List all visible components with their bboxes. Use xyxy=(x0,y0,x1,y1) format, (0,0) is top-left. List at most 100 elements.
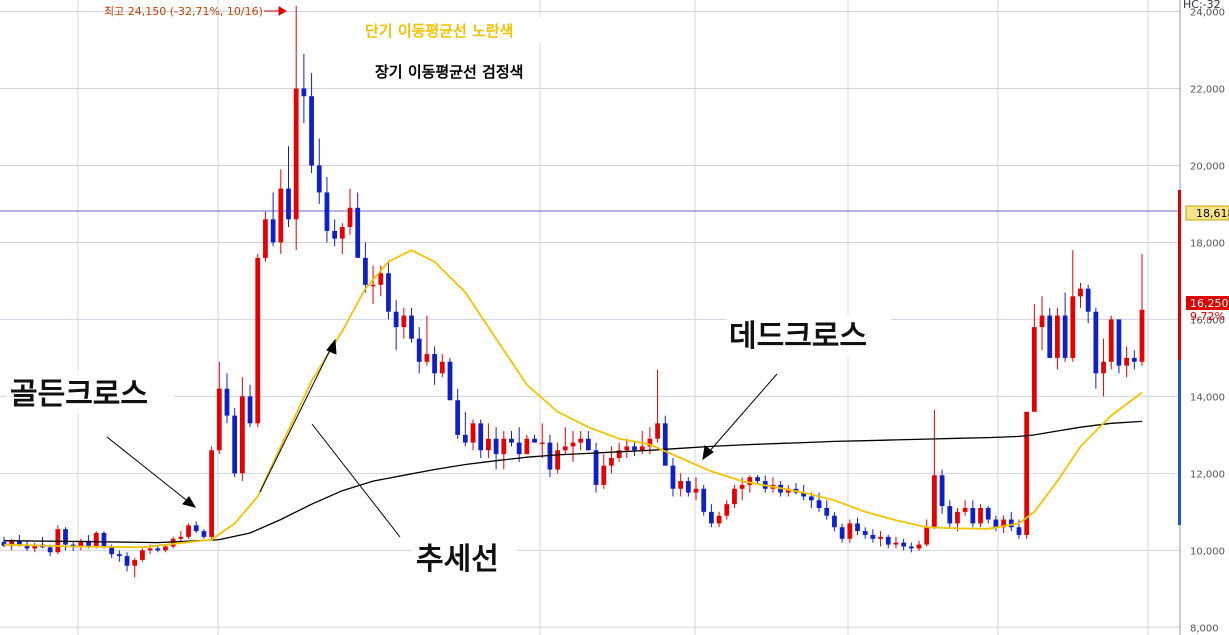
candle[interactable] xyxy=(693,477,699,501)
candle[interactable] xyxy=(793,482,799,495)
candle[interactable] xyxy=(124,552,130,572)
candle[interactable] xyxy=(609,446,614,474)
candle[interactable] xyxy=(847,519,853,543)
candle[interactable] xyxy=(1,536,7,548)
candle[interactable] xyxy=(601,454,607,489)
candle[interactable] xyxy=(562,427,568,455)
candle[interactable] xyxy=(901,538,907,551)
candle[interactable] xyxy=(932,409,937,530)
candle[interactable] xyxy=(40,536,45,549)
candle[interactable] xyxy=(1001,515,1006,534)
candle[interactable] xyxy=(839,523,845,543)
candle[interactable] xyxy=(263,211,268,262)
candle[interactable] xyxy=(232,407,238,478)
candle[interactable] xyxy=(1031,304,1037,412)
candle[interactable] xyxy=(862,527,868,539)
candle[interactable] xyxy=(824,500,830,520)
candle[interactable] xyxy=(255,254,261,428)
candle[interactable] xyxy=(324,177,330,243)
candle[interactable] xyxy=(855,517,860,535)
candle[interactable] xyxy=(386,261,391,320)
candle[interactable] xyxy=(278,169,284,254)
candle[interactable] xyxy=(747,475,753,493)
candle[interactable] xyxy=(409,307,414,343)
candle[interactable] xyxy=(424,315,430,366)
candle[interactable] xyxy=(32,542,38,553)
candle[interactable] xyxy=(286,146,291,228)
candle[interactable] xyxy=(1039,296,1045,351)
candle[interactable] xyxy=(209,446,214,539)
candle[interactable] xyxy=(509,431,514,447)
candle[interactable] xyxy=(224,373,230,424)
candle[interactable] xyxy=(524,434,530,455)
candle[interactable] xyxy=(578,431,584,451)
candle[interactable] xyxy=(955,508,960,532)
candle[interactable] xyxy=(170,536,176,549)
candle[interactable] xyxy=(293,5,299,251)
candle[interactable] xyxy=(339,223,345,254)
candle[interactable] xyxy=(1047,307,1053,358)
candle[interactable] xyxy=(1139,254,1145,366)
candle[interactable] xyxy=(785,484,791,497)
candle[interactable] xyxy=(1116,319,1122,374)
candle[interactable] xyxy=(1101,338,1106,397)
candle[interactable] xyxy=(624,438,630,458)
candle[interactable] xyxy=(993,515,999,532)
candle[interactable] xyxy=(155,546,161,553)
candle[interactable] xyxy=(885,534,891,549)
candle[interactable] xyxy=(270,192,276,247)
candle[interactable] xyxy=(1093,307,1099,389)
candle[interactable] xyxy=(239,377,245,482)
candle[interactable] xyxy=(701,484,707,516)
candle[interactable] xyxy=(501,431,507,470)
candle[interactable] xyxy=(670,457,676,497)
candle[interactable] xyxy=(332,219,338,247)
candle[interactable] xyxy=(355,192,361,258)
candle[interactable] xyxy=(1124,346,1130,378)
candle[interactable] xyxy=(1055,307,1060,370)
candle[interactable] xyxy=(140,548,145,562)
candle[interactable] xyxy=(878,531,883,547)
candle[interactable] xyxy=(416,327,422,374)
candle[interactable] xyxy=(216,361,222,455)
candle[interactable] xyxy=(516,427,522,462)
candle[interactable] xyxy=(316,138,322,204)
candle[interactable] xyxy=(539,423,545,458)
candle[interactable] xyxy=(363,242,368,293)
candle[interactable] xyxy=(962,500,968,516)
candle[interactable] xyxy=(55,525,61,555)
candle[interactable] xyxy=(870,529,876,543)
candle[interactable] xyxy=(762,475,768,493)
candle[interactable] xyxy=(163,544,168,553)
candle[interactable] xyxy=(647,427,653,455)
candle[interactable] xyxy=(832,511,837,532)
candle[interactable] xyxy=(593,442,599,493)
candle[interactable] xyxy=(470,419,476,451)
candle[interactable] xyxy=(978,504,983,528)
candle[interactable] xyxy=(1008,511,1014,532)
candle[interactable] xyxy=(709,504,714,528)
candle[interactable] xyxy=(493,427,499,470)
candle[interactable] xyxy=(770,477,776,493)
candle[interactable] xyxy=(532,434,537,443)
candle[interactable] xyxy=(893,536,899,549)
candle[interactable] xyxy=(247,384,253,428)
candle[interactable] xyxy=(1062,292,1068,362)
candle[interactable] xyxy=(455,388,461,439)
candle[interactable] xyxy=(970,500,976,528)
candle[interactable] xyxy=(716,511,722,528)
candle[interactable] xyxy=(570,431,576,462)
candle[interactable] xyxy=(585,431,591,451)
candle[interactable] xyxy=(193,521,199,534)
candle[interactable] xyxy=(116,550,122,562)
candle[interactable] xyxy=(924,519,930,547)
candle[interactable] xyxy=(132,558,138,578)
candle[interactable] xyxy=(908,542,914,553)
candle[interactable] xyxy=(916,540,922,552)
candle[interactable] xyxy=(724,500,730,520)
candle[interactable] xyxy=(1070,250,1076,362)
candle[interactable] xyxy=(186,523,191,539)
candle[interactable] xyxy=(78,538,84,551)
candle[interactable] xyxy=(462,411,468,447)
